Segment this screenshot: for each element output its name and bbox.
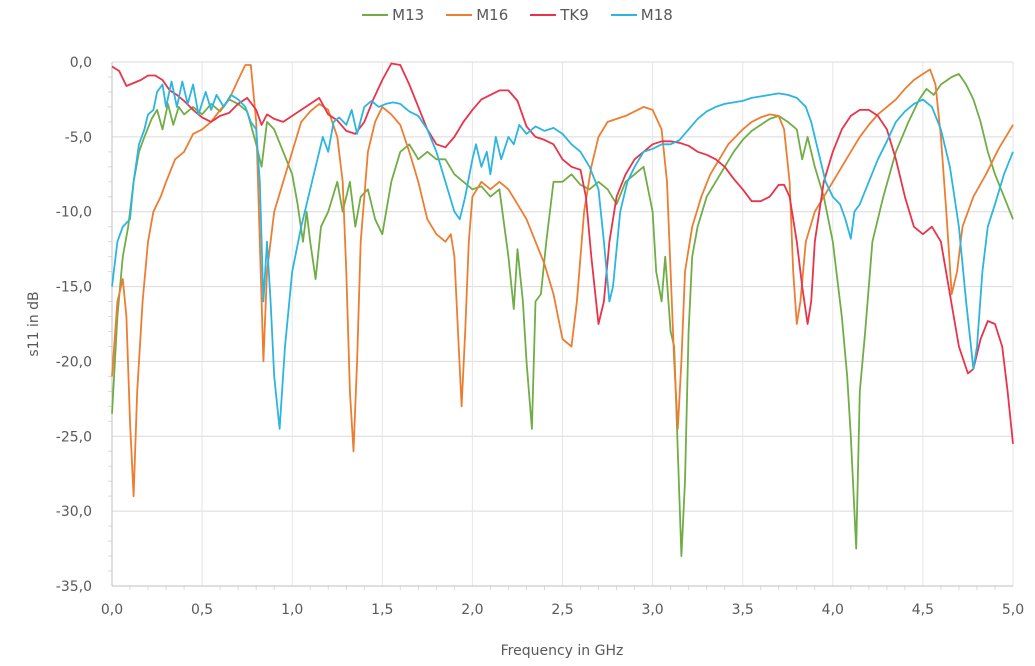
legend-label: M18 [640, 6, 673, 24]
x-axis-title: Frequency in GHz [501, 643, 624, 659]
series-line-m18 [111, 80, 1014, 430]
data-series [111, 62, 1014, 557]
x-tick-label: 1,5 [371, 602, 393, 618]
x-tick-label: 2,0 [461, 602, 483, 618]
y-tick-label: -20,0 [56, 354, 92, 370]
y-tick-label: -35,0 [56, 579, 92, 595]
x-tick-label: 3,0 [641, 602, 663, 618]
legend-label: M16 [476, 6, 509, 24]
legend: M13 M16 TK9 M18 [0, 6, 1035, 24]
legend-label: M13 [392, 6, 425, 24]
y-axis-title: s11 in dB [26, 291, 42, 356]
x-tick-label: 0,0 [101, 602, 123, 618]
y-tick-label: -30,0 [56, 504, 92, 520]
legend-swatch-icon [446, 14, 473, 16]
series-line-tk9 [111, 62, 1014, 444]
series-line-m16 [111, 64, 1014, 498]
legend-swatch-icon [530, 14, 557, 16]
y-tick-label: 0,0 [70, 55, 92, 71]
legend-swatch-icon [362, 14, 389, 16]
legend-item-m16: M16 [446, 6, 508, 24]
legend-item-m18: M18 [610, 6, 673, 24]
x-tick-label: 4,5 [912, 602, 934, 618]
legend-label: TK9 [560, 6, 589, 24]
y-tick-label: -25,0 [56, 429, 92, 445]
x-tick-label: 4,0 [822, 602, 844, 618]
y-tick-label: -10,0 [56, 205, 92, 221]
legend-item-tk9: TK9 [530, 6, 589, 24]
y-tick-label: -15,0 [56, 280, 92, 296]
x-tick-label: 0,5 [191, 602, 213, 618]
x-tick-label: 3,5 [732, 602, 754, 618]
axes: 0,0 -5,0 -10,0 -15,0 -20,0 -25,0 -30,0 -35,0 0,0… [56, 55, 1024, 618]
x-tick-label: 1,0 [281, 602, 303, 618]
legend-swatch-icon [610, 14, 637, 16]
series-line-m13 [111, 73, 1014, 557]
gridlines [111, 61, 1014, 587]
x-tick-label: 2,5 [551, 602, 573, 618]
legend-item-m13: M13 [362, 6, 424, 24]
y-tick-label: -5,0 [65, 130, 92, 146]
x-tick-label: 5,0 [1002, 602, 1024, 618]
